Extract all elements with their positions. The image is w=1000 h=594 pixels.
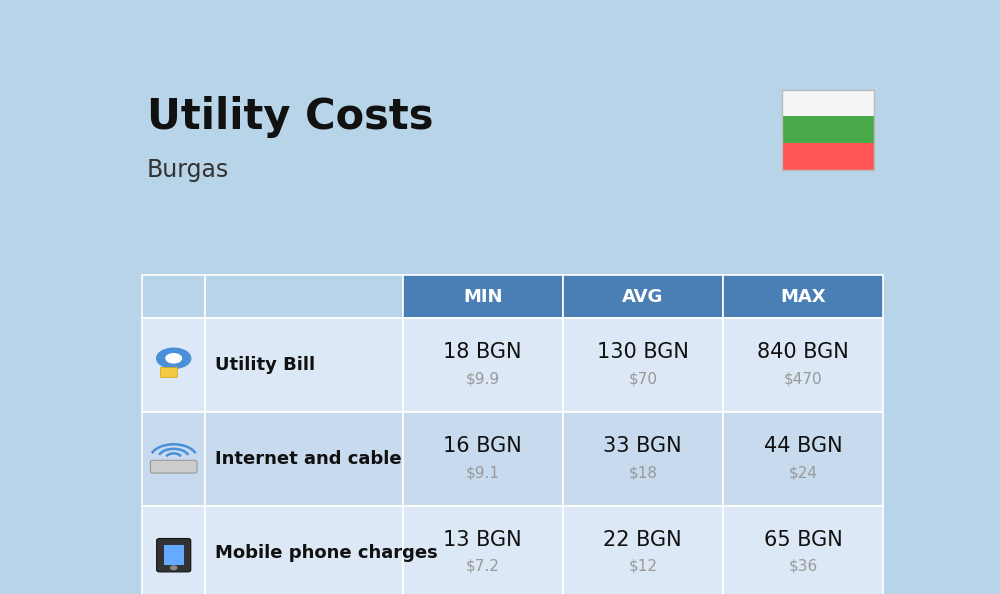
FancyBboxPatch shape	[142, 275, 205, 318]
Text: Utility Costs: Utility Costs	[147, 96, 433, 138]
Text: 44 BGN: 44 BGN	[764, 436, 842, 456]
Circle shape	[171, 566, 177, 570]
Text: $36: $36	[788, 559, 818, 574]
Text: $7.2: $7.2	[466, 559, 500, 574]
Text: 16 BGN: 16 BGN	[443, 436, 522, 456]
Circle shape	[166, 353, 181, 363]
Text: 18 BGN: 18 BGN	[443, 342, 522, 362]
Text: Utility Bill: Utility Bill	[215, 356, 315, 374]
FancyBboxPatch shape	[142, 505, 205, 594]
FancyBboxPatch shape	[563, 318, 723, 412]
FancyBboxPatch shape	[723, 412, 883, 505]
Text: AVG: AVG	[622, 287, 663, 305]
Text: 13 BGN: 13 BGN	[443, 530, 522, 550]
FancyBboxPatch shape	[403, 505, 563, 594]
Circle shape	[157, 348, 191, 368]
FancyBboxPatch shape	[403, 275, 563, 318]
Text: Burgas: Burgas	[147, 158, 229, 182]
Text: $9.9: $9.9	[466, 371, 500, 386]
FancyBboxPatch shape	[563, 275, 723, 318]
FancyBboxPatch shape	[205, 318, 403, 412]
FancyBboxPatch shape	[723, 318, 883, 412]
Text: 840 BGN: 840 BGN	[757, 342, 849, 362]
FancyBboxPatch shape	[403, 412, 563, 505]
FancyBboxPatch shape	[205, 505, 403, 594]
Text: 33 BGN: 33 BGN	[603, 436, 682, 456]
Text: Mobile phone charges: Mobile phone charges	[215, 544, 437, 562]
Text: $18: $18	[628, 465, 657, 480]
FancyBboxPatch shape	[563, 505, 723, 594]
FancyBboxPatch shape	[782, 143, 874, 170]
Text: Internet and cable: Internet and cable	[215, 450, 401, 468]
Text: 22 BGN: 22 BGN	[603, 530, 682, 550]
Text: MIN: MIN	[463, 287, 502, 305]
Text: $24: $24	[788, 465, 817, 480]
FancyBboxPatch shape	[157, 539, 191, 572]
FancyBboxPatch shape	[782, 90, 874, 116]
FancyBboxPatch shape	[160, 366, 177, 377]
FancyBboxPatch shape	[142, 412, 205, 505]
Text: $9.1: $9.1	[466, 465, 500, 480]
FancyBboxPatch shape	[164, 545, 184, 565]
Text: $70: $70	[628, 371, 657, 386]
FancyBboxPatch shape	[403, 318, 563, 412]
FancyBboxPatch shape	[142, 318, 205, 412]
FancyBboxPatch shape	[205, 412, 403, 505]
FancyBboxPatch shape	[723, 275, 883, 318]
Text: $470: $470	[784, 371, 822, 386]
FancyBboxPatch shape	[723, 505, 883, 594]
Text: 65 BGN: 65 BGN	[764, 530, 842, 550]
Text: $12: $12	[628, 559, 657, 574]
FancyBboxPatch shape	[782, 116, 874, 143]
FancyBboxPatch shape	[205, 275, 403, 318]
Text: MAX: MAX	[780, 287, 826, 305]
FancyBboxPatch shape	[150, 460, 197, 473]
Text: 130 BGN: 130 BGN	[597, 342, 689, 362]
FancyBboxPatch shape	[563, 412, 723, 505]
